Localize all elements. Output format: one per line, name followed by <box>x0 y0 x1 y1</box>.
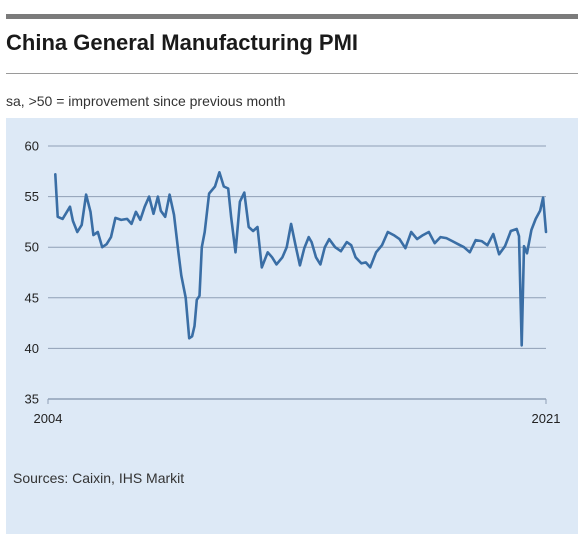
grid-lines <box>48 145 546 400</box>
y-tick-label: 50 <box>25 240 39 255</box>
y-tick-label: 45 <box>25 290 39 305</box>
x-tick-label: 2021 <box>532 411 561 426</box>
top-rule <box>6 14 578 19</box>
y-tick-labels: 60 55 50 45 40 35 <box>25 139 39 407</box>
series-line-pmi <box>54 171 548 347</box>
source-note: Sources: Caixin, IHS Markit <box>13 470 185 486</box>
y-tick-label: 55 <box>25 189 39 204</box>
chart-panel: 60 55 50 45 40 35 2004 2021 <box>6 118 578 534</box>
y-tick-label: 60 <box>25 139 39 154</box>
chart-subtitle: sa, >50 = improvement since previous mon… <box>6 93 286 109</box>
y-tick-label: 40 <box>25 341 39 356</box>
x-tick-labels: 2004 2021 <box>34 399 561 426</box>
pmi-line-chart: 60 55 50 45 40 35 2004 2021 <box>25 139 561 427</box>
y-tick-label: 35 <box>25 392 39 407</box>
chart-title: China General Manufacturing PMI <box>6 30 359 55</box>
title-rule <box>6 73 578 74</box>
x-tick-label: 2004 <box>34 411 63 426</box>
